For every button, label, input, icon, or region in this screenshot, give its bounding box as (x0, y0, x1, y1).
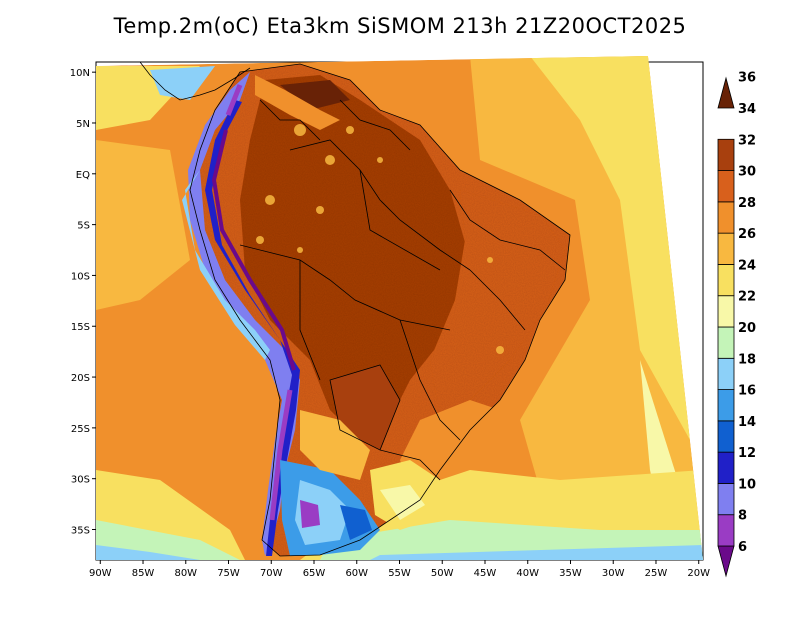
lat-tick-label: EQ (76, 170, 90, 181)
colorbar-segment (717, 451, 735, 484)
colorbar-segment (717, 295, 735, 328)
lon-tick-label: 65W (303, 568, 326, 579)
lat-tick-label: 25S (71, 424, 90, 435)
latitude-axis: 10N 5N EQ 5S 10S 15S 20S 25S 30S 35S (70, 68, 96, 537)
colorbar-segment (717, 357, 735, 390)
lat-tick-label: 5N (76, 119, 90, 130)
lon-tick-label: 45W (474, 568, 497, 579)
colorbar-label: 26 (738, 227, 756, 242)
lat-tick-label: 5S (77, 221, 90, 232)
colorbar-label: 30 (738, 165, 756, 180)
colorbar-label: 20 (738, 321, 756, 336)
lon-tick-label: 90W (89, 568, 112, 579)
colorbar-segment (717, 514, 735, 547)
lon-tick-label: 55W (388, 568, 411, 579)
central-america-coast (139, 61, 251, 101)
lat-tick-label: 15S (71, 322, 90, 333)
colorbar-high-arrow (717, 76, 735, 109)
colorbar-label: 36 (738, 71, 756, 86)
colorbar-segment (717, 389, 735, 422)
colorbar-label: 22 (738, 290, 756, 305)
colorbar-label: 28 (738, 196, 756, 211)
colorbar-segment (717, 326, 735, 359)
lon-tick-label: 20W (687, 568, 710, 579)
lat-tick-label: 10S (71, 271, 90, 282)
lat-tick-label: 10N (70, 68, 90, 79)
lon-tick-label: 25W (645, 568, 668, 579)
colorbar-segment (717, 420, 735, 453)
colorbar-segment (717, 483, 735, 516)
lon-tick-label: 60W (345, 568, 368, 579)
lon-tick-label: 75W (217, 568, 240, 579)
map-title: Temp.2m(oC) Eta3km SiSMOM 213h 21Z20OCT2… (113, 14, 687, 38)
lon-tick-label: 80W (174, 568, 197, 579)
colorbar-label: 32 (738, 133, 756, 148)
colorbar-label: 24 (738, 258, 756, 273)
colorbar-label: 34 (738, 102, 756, 117)
country-borders (189, 63, 571, 557)
lat-tick-label: 20S (71, 373, 90, 384)
colorbar-label: 10 (738, 477, 756, 492)
colorbar-segment (717, 138, 735, 171)
colorbar-segment (717, 264, 735, 297)
colorbar-segment (717, 201, 735, 234)
colorbar-label: 14 (738, 415, 756, 430)
lon-tick-label: 40W (516, 568, 539, 579)
longitude-axis: 90W 85W 80W 75W 70W 65W 60W 55W 50W 45W 40W 35W 30W 2… (89, 560, 710, 579)
lon-tick-label: 35W (559, 568, 582, 579)
lon-tick-label: 30W (602, 568, 625, 579)
colorbar-label: 8 (738, 509, 747, 524)
colorbar: 6 8 10 12 14 16 18 20 22 24 26 28 30 32 34 36 (717, 71, 756, 578)
lat-tick-label: 30S (71, 475, 90, 486)
colorbar-segment (717, 232, 735, 265)
lon-tick-label: 85W (132, 568, 155, 579)
colorbar-label: 12 (738, 446, 756, 461)
colorbar-label: 6 (738, 540, 747, 555)
lat-tick-label: 35S (71, 526, 90, 537)
colorbar-low-arrow (717, 545, 735, 578)
colorbar-segment (717, 170, 735, 203)
colorbar-label: 18 (738, 352, 756, 367)
temperature-field (96, 56, 703, 560)
lon-tick-label: 70W (260, 568, 283, 579)
colorbar-label: 16 (738, 384, 756, 399)
lon-tick-label: 50W (431, 568, 454, 579)
